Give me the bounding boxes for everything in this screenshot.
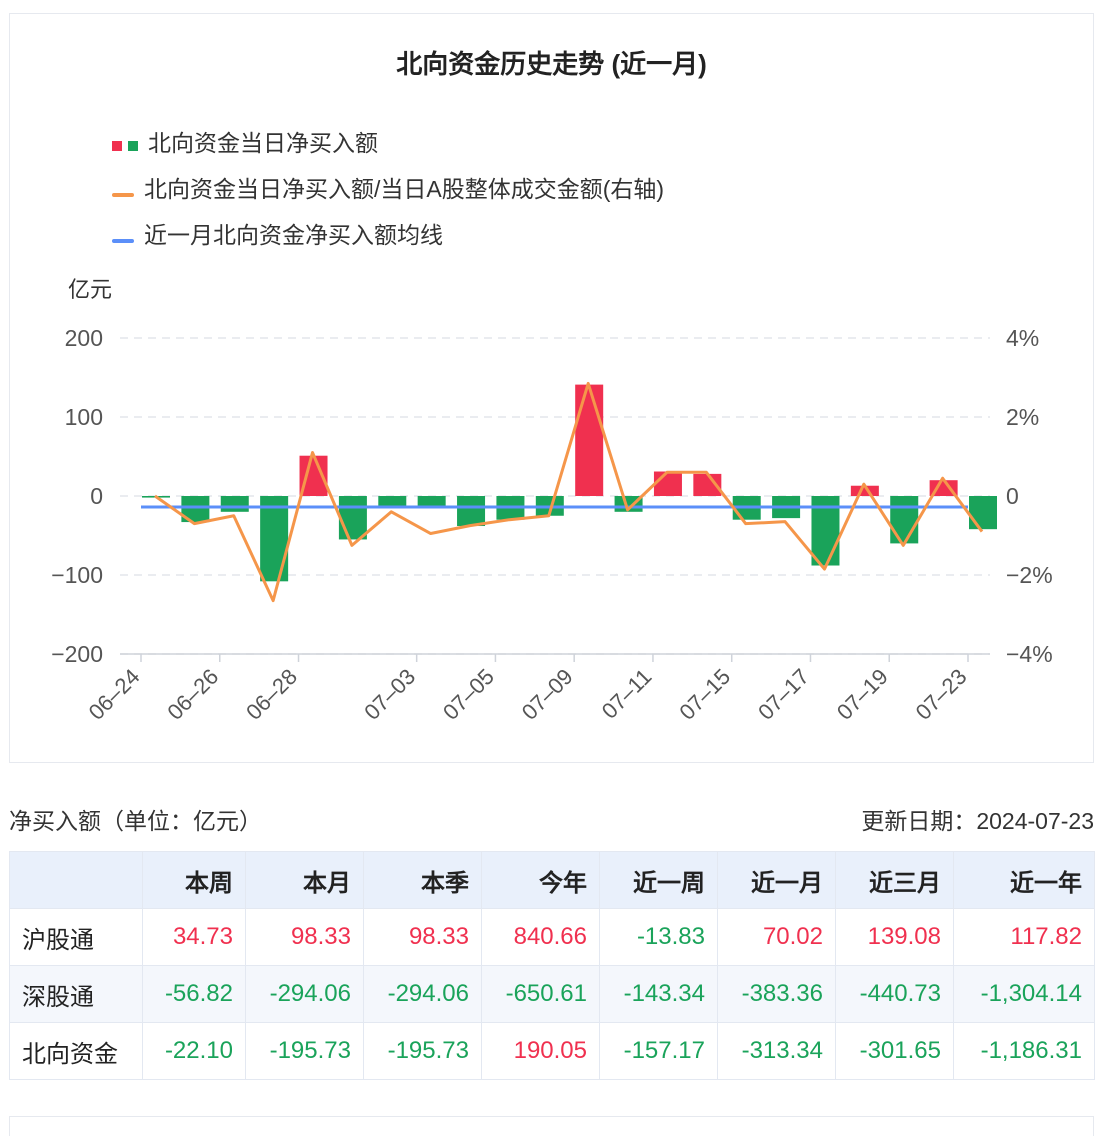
table-cell: -157.17 [599, 1022, 718, 1080]
x-tick-label: 07–09 [517, 664, 578, 725]
bar [575, 384, 604, 496]
table-row-label: 沪股通 [9, 908, 143, 966]
table-cell: 139.08 [835, 908, 954, 966]
x-tick-label: 07–19 [832, 664, 893, 725]
x-tick-label: 07–03 [359, 664, 420, 725]
x-tick-label: 06–28 [241, 664, 302, 725]
table-row: 沪股通 34.73 98.33 98.33 840.66 -13.83 70.02 139.0… [9, 908, 1095, 966]
legend-item-net-buy[interactable]: 北向资金当日净买入额 [112, 120, 664, 166]
y-tick-label-left: 0 [90, 483, 103, 509]
table-header-cell: 近一周 [599, 851, 718, 909]
x-tick-label: 07–11 [597, 664, 657, 724]
legend-label-average: 近一月北向资金净买入额均线 [144, 222, 443, 248]
table-cell: -440.73 [835, 965, 954, 1023]
update-date: 更新日期：2024-07-23 [861, 808, 1094, 834]
table-cell: -1,304.14 [953, 965, 1095, 1023]
table-row-label: 深股通 [9, 965, 143, 1023]
table-cell: 70.02 [717, 908, 836, 966]
table-cell: -383.36 [717, 965, 836, 1023]
bar [457, 496, 486, 527]
bar [220, 496, 249, 512]
bar [929, 480, 958, 496]
y-tick-label-right: −4% [1006, 641, 1053, 667]
y-tick-label-left: −100 [51, 562, 103, 588]
x-tick-label: 07–05 [438, 664, 499, 725]
table-row: 深股通 -56.82 -294.06 -294.06 -650.61 -143.34 -38… [9, 965, 1095, 1023]
y-axis-unit: 亿元 [68, 277, 113, 302]
chart-title: 北向资金历史走势 (近一月) [396, 49, 707, 79]
legend-line-swatch-icon [112, 218, 134, 252]
table-cell: -294.06 [245, 965, 364, 1023]
table-header-cell: 近一年 [953, 851, 1095, 909]
table-row-label: 北向资金 [9, 1022, 143, 1080]
x-tick-label: 06–26 [162, 664, 223, 725]
x-tick-label: 07–17 [753, 664, 814, 725]
table-header-cell: 本周 [142, 851, 246, 909]
bar [417, 496, 446, 508]
table-caption: 净买入额（单位：亿元） [9, 808, 262, 834]
bar [260, 496, 289, 582]
table-cell: -22.10 [142, 1022, 246, 1080]
bar [378, 496, 407, 508]
x-tick-label: 07–15 [674, 664, 735, 725]
table-cell: -301.65 [835, 1022, 954, 1080]
table-cell: -1,186.31 [953, 1022, 1095, 1080]
y-tick-label-left: 100 [65, 404, 103, 430]
table-header-row: 本周 本月 本季 今年 近一周 近一月 近三月 近一年 [9, 851, 1095, 909]
table-cell: 98.33 [363, 908, 482, 966]
chart-legend: 北向资金当日净买入额 北向资金当日净买入额/当日A股整体成交金额(右轴) 近一月… [112, 120, 664, 258]
y-tick-label-right: 4% [1006, 325, 1039, 351]
x-tick-label: 06–24 [84, 664, 145, 725]
legend-line-swatch-icon [112, 172, 134, 206]
summary-table: 本周 本月 本季 今年 近一周 近一月 近三月 近一年 沪股通 34.73 98.3… [9, 851, 1095, 1080]
bar [653, 471, 682, 496]
table-cell: -56.82 [142, 965, 246, 1023]
bar [693, 473, 722, 496]
table-cell: 190.05 [481, 1022, 600, 1080]
chart-plot: 200 4% 100 2% 0 0 −100 −2% −200 −4% 06–24 06–26 06–2… [51, 325, 1053, 725]
bar [850, 485, 879, 496]
y-tick-label-left: −200 [51, 641, 103, 667]
bar [338, 496, 367, 540]
table-cell: -294.06 [363, 965, 482, 1023]
y-tick-label-right: −2% [1006, 562, 1053, 588]
legend-item-average[interactable]: 近一月北向资金净买入额均线 [112, 212, 664, 258]
table-cell: -13.83 [599, 908, 718, 966]
legend-label-net-buy: 北向资金当日净买入额 [148, 130, 378, 156]
legend-label-ratio: 北向资金当日净买入额/当日A股整体成交金额(右轴) [144, 176, 665, 202]
table-header-cell: 本月 [245, 851, 364, 909]
table-cell: -650.61 [481, 965, 600, 1023]
table-cell: -313.34 [717, 1022, 836, 1080]
y-tick-label-right: 0 [1006, 483, 1019, 509]
ratio-line [154, 381, 984, 603]
bar [890, 496, 919, 544]
table-header-cell: 近一月 [717, 851, 836, 909]
legend-item-ratio[interactable]: 北向资金当日净买入额/当日A股整体成交金额(右轴) [112, 166, 664, 212]
table-cell: 117.82 [953, 908, 1095, 966]
table-cell: 840.66 [481, 908, 600, 966]
table-cell: 34.73 [142, 908, 246, 966]
table-header-cell: 本季 [363, 851, 482, 909]
chart-card [9, 13, 1094, 763]
table-header-cell: 今年 [481, 851, 600, 909]
legend-bar-swatch-icon [112, 126, 138, 160]
table-header-cell [9, 851, 143, 909]
next-card-edge [9, 1116, 1094, 1136]
table-cell: -195.73 [245, 1022, 364, 1080]
table-cell: -195.73 [363, 1022, 482, 1080]
table-cell: -143.34 [599, 965, 718, 1023]
table-header-cell: 近三月 [835, 851, 954, 909]
y-tick-label-right: 2% [1006, 404, 1039, 430]
bar [969, 496, 997, 530]
x-tick-label: 07–23 [911, 664, 972, 725]
table-cell: 98.33 [245, 908, 364, 966]
y-tick-label-left: 200 [65, 325, 103, 351]
table-row: 北向资金 -22.10 -195.73 -195.73 190.05 -157.17 -31… [9, 1022, 1095, 1080]
